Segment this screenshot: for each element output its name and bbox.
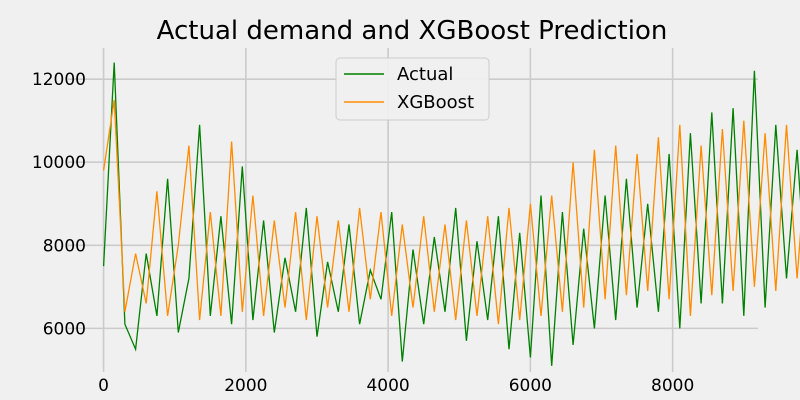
series-group — [102, 62, 800, 366]
y-tick-label: 12000 — [32, 70, 86, 90]
y-tick-label: 10000 — [32, 153, 86, 173]
legend-label-xgboost: XGBoost — [397, 92, 474, 113]
x-tick-label: 2000 — [224, 376, 267, 396]
legend: Actual XGBoost — [335, 57, 490, 121]
x-axis-ticks: 0 2000 4000 6000 8000 — [98, 376, 694, 396]
x-tick-label: 6000 — [509, 376, 552, 396]
legend-label-actual: Actual — [397, 64, 453, 85]
y-tick-label: 8000 — [43, 236, 86, 256]
x-tick-label: 4000 — [366, 376, 409, 396]
series-line-actual — [102, 62, 800, 366]
x-tick-label: 8000 — [651, 376, 694, 396]
x-tick-label: 0 — [98, 376, 109, 396]
y-tick-label: 6000 — [43, 319, 86, 339]
chart-title: Actual demand and XGBoost Prediction — [157, 16, 668, 46]
series-line-xgboost — [102, 99, 800, 325]
y-axis-ticks: 6000 8000 10000 12000 — [32, 70, 86, 339]
